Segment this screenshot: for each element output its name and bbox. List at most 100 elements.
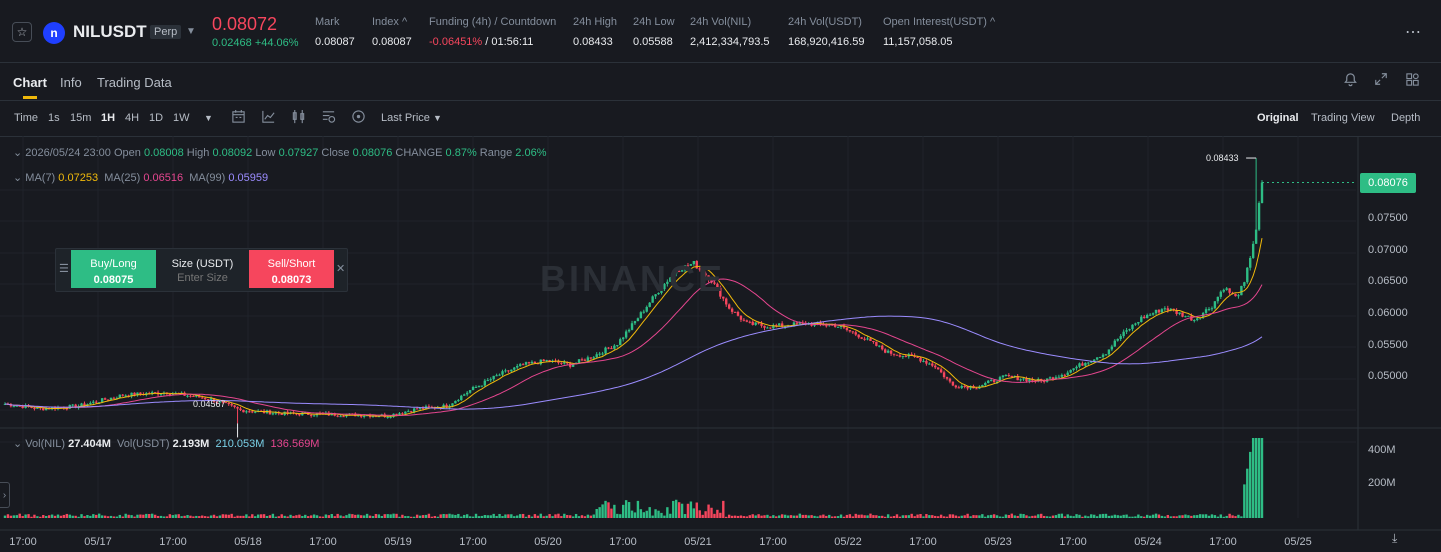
interval-15m[interactable]: 15m: [70, 112, 92, 124]
interval-1s[interactable]: 1s: [48, 112, 60, 124]
sell-short-button[interactable]: Sell/Short 0.08073: [249, 250, 334, 288]
candle-body: [221, 401, 225, 403]
interval-1w[interactable]: 1W: [173, 112, 190, 124]
candle-body: [518, 364, 522, 366]
view-trading-view[interactable]: Trading View: [1311, 112, 1375, 124]
candle-body: [65, 408, 69, 410]
volume-bar: [1193, 515, 1196, 518]
candle-body: [869, 338, 872, 341]
volume-bar: [760, 515, 763, 518]
candle-body: [1254, 229, 1258, 244]
symbol-dropdown-icon[interactable]: ▼: [186, 26, 196, 37]
crosshair-icon[interactable]: [351, 109, 366, 127]
volume-bar: [1181, 515, 1184, 518]
tab-info[interactable]: Info: [60, 75, 82, 90]
price-type-select[interactable]: Last Price ▼: [381, 112, 442, 124]
candle-body: [936, 367, 940, 370]
tab-trading-data[interactable]: Trading Data: [97, 75, 172, 90]
volume-bar: [981, 514, 984, 518]
ma-collapse-icon[interactable]: ⌄: [13, 172, 23, 184]
volume-bar: [236, 515, 239, 518]
indicator-settings-icon[interactable]: [321, 109, 336, 127]
binance-watermark: BINANCE: [540, 258, 726, 299]
favorite-star-icon[interactable]: ☆: [12, 22, 32, 42]
volume-bar: [892, 515, 896, 518]
candle-body: [751, 321, 754, 325]
layout-grid-icon[interactable]: [1405, 72, 1420, 90]
candle-body: [460, 395, 463, 401]
tab-chart[interactable]: Chart: [13, 75, 47, 90]
stat-label-index[interactable]: Index ^: [372, 16, 408, 28]
candle-body: [415, 408, 419, 410]
candle-body: [1022, 378, 1025, 380]
volume-bar: [904, 515, 908, 518]
interval-1d[interactable]: 1D: [149, 112, 164, 124]
candle-body: [457, 400, 460, 402]
calendar-icon[interactable]: [231, 109, 246, 127]
candle-body: [1084, 362, 1087, 366]
vol-collapse-icon[interactable]: ⌄: [13, 438, 23, 450]
candle-body: [892, 353, 896, 355]
candle-body: [492, 375, 495, 380]
volume-bar: [195, 515, 198, 518]
ohlc-collapse-icon[interactable]: ⌄: [13, 147, 23, 159]
candle-body: [1048, 377, 1052, 379]
volume-bar: [1069, 515, 1072, 518]
volume-bar: [463, 514, 466, 518]
view-original[interactable]: Original: [1257, 112, 1299, 124]
volume-bar: [666, 507, 669, 518]
time-axis-label: 05/17: [84, 536, 112, 548]
candle-body: [206, 399, 210, 401]
volume-bar: [471, 516, 475, 518]
buy-long-button[interactable]: Buy/Long 0.08075: [71, 250, 156, 288]
line-chart-icon[interactable]: [261, 109, 276, 127]
stat-label-open-interest[interactable]: Open Interest(USDT) ^: [883, 16, 996, 28]
price-chart[interactable]: [0, 136, 1441, 552]
drag-handle-icon[interactable]: ☰: [59, 263, 69, 275]
volume-bar: [336, 513, 339, 518]
volume-bar: [889, 516, 893, 518]
expand-icon[interactable]: [1374, 72, 1388, 89]
volume-bar: [816, 516, 819, 518]
scroll-to-latest-icon[interactable]: ⤓: [1392, 531, 1398, 545]
view-depth[interactable]: Depth: [1391, 112, 1421, 124]
volume-bar: [569, 515, 572, 518]
volume-bar: [501, 516, 504, 518]
interval-1h[interactable]: 1H: [101, 112, 116, 124]
candle-body: [833, 324, 837, 327]
candle-body: [130, 392, 133, 397]
candlestick-type-icon[interactable]: [291, 109, 306, 127]
volume-bar: [106, 516, 110, 518]
candle-body: [1122, 331, 1125, 337]
interval-time[interactable]: Time: [14, 112, 39, 124]
stat-label-funding[interactable]: Funding (4h) / Countdown: [429, 16, 557, 28]
candle-body: [212, 398, 216, 402]
candle-body: [878, 345, 881, 347]
more-options-icon[interactable]: ⋯: [1405, 24, 1422, 41]
time-axis-label: 17:00: [9, 536, 37, 548]
volume-bar: [1098, 514, 1102, 518]
interval-dropdown-icon[interactable]: ▼: [204, 113, 213, 123]
size-input[interactable]: [162, 272, 243, 284]
candle-body: [1137, 321, 1140, 324]
candle-body: [875, 341, 878, 346]
volume-bar: [589, 515, 593, 518]
volume-bar: [259, 514, 263, 518]
candle-body: [36, 407, 39, 409]
close-panel-icon[interactable]: ✕: [336, 263, 346, 275]
volume-bar: [507, 514, 510, 518]
coin-logo: n: [43, 22, 65, 44]
ma99-line: [4, 315, 1263, 410]
bell-icon[interactable]: [1343, 72, 1358, 90]
symbol-name[interactable]: NILUSDT: [73, 22, 147, 41]
candle-body: [872, 340, 875, 342]
candle-body: [942, 372, 946, 378]
interval-4h[interactable]: 4H: [125, 112, 140, 124]
volume-bar: [869, 513, 872, 518]
volume-bar: [171, 515, 174, 518]
volume-bar: [1254, 438, 1258, 518]
candle-body: [1060, 374, 1064, 377]
time-axis-label: 05/18: [234, 536, 262, 548]
side-panel-toggle-icon[interactable]: ›: [0, 482, 10, 508]
volume-bar: [130, 515, 133, 518]
